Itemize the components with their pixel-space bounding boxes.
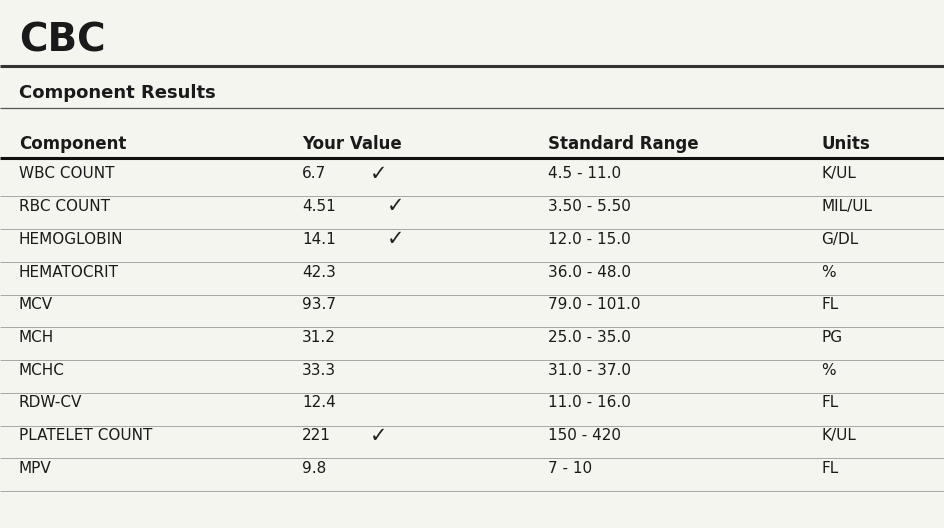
Text: HEMATOCRIT: HEMATOCRIT [19, 265, 119, 279]
Text: 12.0 - 15.0: 12.0 - 15.0 [548, 232, 631, 247]
Text: RBC COUNT: RBC COUNT [19, 199, 110, 214]
Text: ✓: ✓ [370, 426, 388, 446]
Text: 36.0 - 48.0: 36.0 - 48.0 [548, 265, 631, 279]
Text: 6.7: 6.7 [302, 166, 327, 181]
Text: MCH: MCH [19, 330, 54, 345]
Text: K/UL: K/UL [821, 166, 856, 181]
Text: 14.1: 14.1 [302, 232, 336, 247]
Text: Your Value: Your Value [302, 135, 402, 153]
Text: 93.7: 93.7 [302, 297, 336, 312]
Text: K/UL: K/UL [821, 428, 856, 443]
Text: 33.3: 33.3 [302, 363, 336, 378]
Text: Component: Component [19, 135, 126, 153]
Text: MPV: MPV [19, 461, 52, 476]
Text: FL: FL [821, 297, 838, 312]
Text: G/DL: G/DL [821, 232, 858, 247]
Text: ✓: ✓ [387, 196, 405, 216]
Text: 9.8: 9.8 [302, 461, 327, 476]
Text: 12.4: 12.4 [302, 395, 336, 410]
Text: 11.0 - 16.0: 11.0 - 16.0 [548, 395, 631, 410]
Text: Component Results: Component Results [19, 84, 215, 102]
Text: 31.0 - 37.0: 31.0 - 37.0 [548, 363, 631, 378]
Text: CBC: CBC [19, 21, 106, 59]
Text: 150 - 420: 150 - 420 [548, 428, 620, 443]
Text: %: % [821, 363, 835, 378]
Text: MIL/UL: MIL/UL [821, 199, 872, 214]
Text: 31.2: 31.2 [302, 330, 336, 345]
Text: ✓: ✓ [370, 164, 388, 184]
Text: MCHC: MCHC [19, 363, 65, 378]
Text: MCV: MCV [19, 297, 53, 312]
Text: WBC COUNT: WBC COUNT [19, 166, 114, 181]
Text: FL: FL [821, 461, 838, 476]
Text: 42.3: 42.3 [302, 265, 336, 279]
Text: Standard Range: Standard Range [548, 135, 699, 153]
Text: PG: PG [821, 330, 842, 345]
Text: %: % [821, 265, 835, 279]
Text: RDW-CV: RDW-CV [19, 395, 82, 410]
Text: 4.51: 4.51 [302, 199, 336, 214]
Text: ✓: ✓ [387, 229, 405, 249]
Text: FL: FL [821, 395, 838, 410]
Text: HEMOGLOBIN: HEMOGLOBIN [19, 232, 124, 247]
Text: PLATELET COUNT: PLATELET COUNT [19, 428, 152, 443]
Text: 7 - 10: 7 - 10 [548, 461, 592, 476]
Text: 3.50 - 5.50: 3.50 - 5.50 [548, 199, 631, 214]
Text: Units: Units [821, 135, 870, 153]
Text: 79.0 - 101.0: 79.0 - 101.0 [548, 297, 640, 312]
Text: 4.5 - 11.0: 4.5 - 11.0 [548, 166, 620, 181]
Text: 221: 221 [302, 428, 331, 443]
Text: 25.0 - 35.0: 25.0 - 35.0 [548, 330, 631, 345]
